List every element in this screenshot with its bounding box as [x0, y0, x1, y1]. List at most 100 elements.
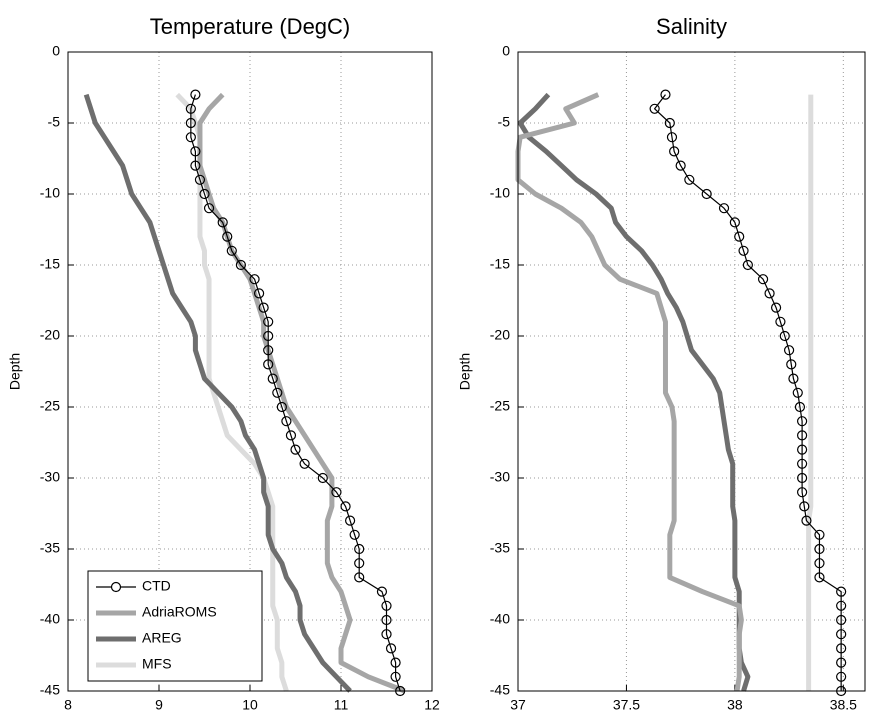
data-point	[217, 217, 228, 228]
series-line	[806, 94, 814, 691]
y-tick-label: -25	[40, 398, 60, 414]
x-tick-label: 38.5	[830, 697, 857, 713]
y-tick-label: -35	[40, 540, 60, 556]
data-point	[276, 401, 287, 413]
data-point	[390, 671, 401, 682]
data-point	[267, 373, 278, 384]
data-point	[649, 103, 660, 114]
data-point	[799, 501, 810, 512]
data-point	[390, 657, 401, 668]
data-point	[814, 529, 825, 540]
data-point	[742, 259, 753, 271]
x-tick-label: 9	[155, 697, 163, 713]
y-tick-label: -45	[490, 682, 510, 698]
data-point	[354, 558, 365, 569]
data-point	[263, 330, 274, 342]
legend-label: CTD	[142, 578, 171, 594]
data-point	[675, 160, 686, 171]
y-tick-label: -20	[40, 327, 60, 343]
data-point	[349, 529, 360, 540]
series-line	[654, 94, 842, 691]
data-point	[190, 89, 201, 100]
data-point	[779, 330, 790, 342]
data-point	[788, 373, 799, 384]
data-point	[757, 274, 769, 285]
data-point	[738, 245, 749, 256]
data-point	[814, 572, 825, 583]
y-tick-label: -20	[490, 327, 510, 343]
data-point	[285, 430, 297, 441]
axes-box	[517, 51, 866, 692]
y-tick-label: 0	[52, 43, 60, 59]
data-point	[331, 487, 342, 498]
data-point	[666, 132, 678, 143]
data-point	[797, 416, 808, 427]
data-point	[185, 103, 196, 114]
series-line	[517, 92, 751, 692]
data-point	[836, 586, 847, 597]
y-tick-label: -25	[490, 398, 510, 414]
data-point	[199, 188, 210, 200]
data-point	[190, 146, 201, 157]
data-point	[836, 657, 847, 668]
data-point	[194, 174, 206, 185]
data-point	[290, 444, 301, 455]
data-point	[814, 543, 825, 555]
data-point	[770, 302, 782, 313]
data-point	[299, 458, 310, 469]
y-axis-label: Depth	[457, 353, 473, 390]
data-point	[701, 188, 712, 200]
data-point	[660, 89, 671, 100]
data-point	[797, 430, 808, 441]
series-line	[83, 93, 352, 693]
y-tick-label: -10	[40, 185, 60, 201]
y-tick-label: -5	[498, 114, 511, 130]
data-point	[836, 600, 847, 611]
data-point	[836, 643, 847, 654]
data-point	[669, 146, 680, 157]
y-tick-label: 0	[502, 43, 510, 59]
x-tick-label: 37.5	[613, 697, 640, 713]
data-point	[764, 288, 775, 299]
data-point	[797, 444, 808, 455]
data-point	[190, 160, 201, 171]
data-point	[272, 387, 283, 398]
y-axis-label: Depth	[7, 353, 23, 390]
data-point	[381, 629, 392, 640]
data-point	[263, 345, 274, 356]
chart-title: Salinity	[656, 14, 727, 39]
data-point	[317, 472, 328, 484]
data-point	[345, 515, 356, 526]
data-point	[381, 600, 392, 611]
data-point	[385, 643, 397, 654]
data-point	[836, 614, 847, 626]
data-point	[226, 245, 237, 256]
data-point	[797, 487, 808, 498]
data-point	[381, 614, 392, 626]
x-tick-label: 10	[242, 697, 258, 713]
x-tick-label: 12	[424, 697, 440, 713]
series-line	[190, 94, 401, 692]
data-point	[684, 174, 695, 185]
y-tick-label: -30	[490, 469, 510, 485]
data-point	[836, 671, 847, 682]
y-tick-label: -40	[490, 611, 510, 627]
y-tick-label: -5	[48, 114, 61, 130]
data-point	[734, 231, 745, 242]
x-tick-label: 11	[334, 697, 349, 713]
data-point	[794, 401, 806, 413]
data-point	[792, 387, 803, 398]
data-point	[814, 558, 825, 569]
x-tick-label: 8	[64, 697, 72, 713]
x-tick-label: 37	[510, 697, 526, 713]
data-point	[718, 203, 730, 214]
series-line	[515, 92, 744, 692]
data-point	[786, 359, 797, 370]
x-tick-label: 38	[727, 697, 743, 713]
y-tick-label: -15	[490, 256, 510, 272]
data-point	[281, 416, 292, 427]
data-point	[783, 345, 795, 356]
data-point	[729, 217, 740, 228]
data-point	[340, 501, 351, 512]
